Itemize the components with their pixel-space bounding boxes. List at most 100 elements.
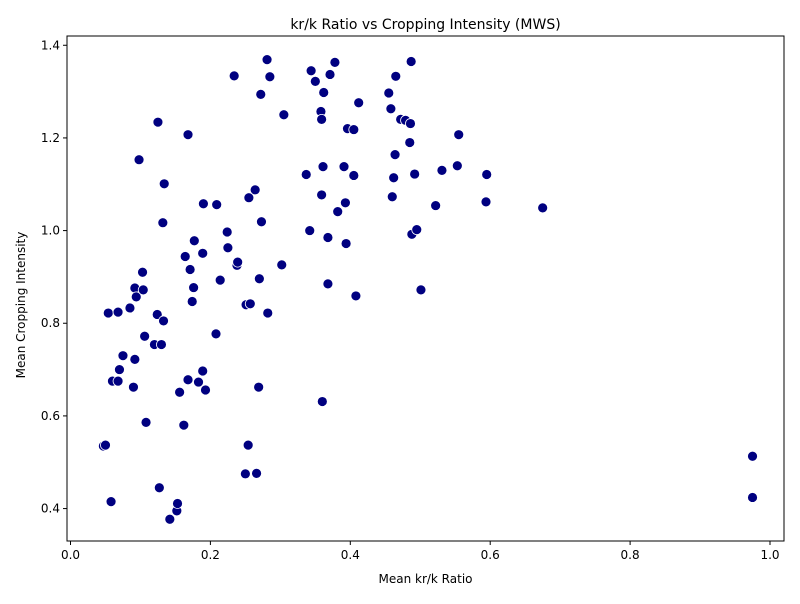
- data-point: [117, 350, 129, 362]
- data-point: [197, 247, 209, 259]
- data-point: [137, 266, 148, 278]
- data-point: [253, 273, 265, 285]
- data-point: [262, 307, 274, 319]
- data-point: [348, 170, 360, 181]
- data-point: [348, 124, 360, 135]
- x-tick-label: 0.0: [61, 548, 80, 562]
- data-point: [178, 419, 190, 431]
- y-tick-label: 0.4: [41, 502, 60, 516]
- data-point: [389, 149, 401, 161]
- y-axis-ticks: 0.4 0.6 0.8 1.0 1.2 1.4: [41, 38, 67, 516]
- data-point: [112, 306, 124, 318]
- data-point: [256, 216, 267, 228]
- data-point: [322, 232, 334, 243]
- data-point: [350, 290, 362, 302]
- data-point: [453, 129, 465, 141]
- data-point: [318, 87, 330, 98]
- data-point: [188, 235, 200, 247]
- data-point: [322, 278, 334, 290]
- x-tick-label: 0.4: [341, 548, 360, 562]
- data-point: [130, 291, 142, 303]
- data-point: [228, 70, 240, 82]
- data-point: [251, 467, 262, 479]
- data-point: [386, 191, 398, 203]
- x-axis-label: Mean kr/k Ratio: [378, 572, 472, 586]
- data-point: [304, 225, 316, 236]
- data-point: [329, 57, 341, 68]
- data-point: [188, 282, 200, 293]
- data-point: [172, 498, 183, 509]
- data-point: [340, 238, 352, 249]
- data-point: [151, 309, 163, 320]
- data-point: [102, 307, 114, 319]
- data-point: [317, 161, 329, 173]
- data-point: [316, 396, 328, 407]
- data-point: [411, 224, 423, 236]
- data-point: [232, 256, 244, 268]
- data-point: [451, 160, 463, 172]
- data-point: [182, 129, 194, 141]
- data-point: [537, 202, 549, 214]
- data-point: [436, 164, 448, 176]
- data-point: [480, 196, 492, 208]
- data-point: [338, 161, 350, 173]
- data-point: [105, 496, 117, 508]
- data-point: [340, 197, 351, 209]
- x-axis-ticks: 0.0 0.2 0.4 0.6 0.8 1.0: [61, 541, 780, 562]
- data-point: [243, 192, 255, 204]
- data-point: [332, 206, 344, 217]
- y-tick-label: 1.4: [41, 38, 60, 52]
- x-tick-label: 0.6: [481, 548, 500, 562]
- data-points: [97, 54, 758, 525]
- data-point: [264, 71, 276, 83]
- data-point: [249, 184, 261, 196]
- y-tick-label: 1.2: [41, 131, 60, 145]
- data-point: [137, 284, 149, 296]
- data-point: [305, 65, 317, 77]
- data-point: [405, 118, 416, 129]
- data-point: [222, 242, 234, 254]
- data-point: [158, 315, 169, 327]
- data-point: [747, 492, 758, 503]
- data-point: [193, 376, 204, 388]
- data-point: [316, 189, 328, 201]
- data-point: [179, 251, 191, 262]
- data-point: [100, 439, 111, 451]
- data-point: [211, 199, 223, 211]
- y-tick-label: 0.6: [41, 409, 60, 423]
- y-tick-label: 1.0: [41, 224, 60, 238]
- y-tick-label: 0.8: [41, 316, 60, 330]
- chart-title: kr/k Ratio vs Cropping Intensity (MWS): [290, 17, 560, 33]
- data-point: [153, 482, 165, 494]
- data-point: [174, 386, 186, 398]
- y-axis-label: Mean Cropping Intensity: [14, 232, 28, 379]
- data-point: [114, 364, 125, 375]
- data-point: [200, 384, 211, 396]
- data-point: [481, 169, 493, 180]
- data-point: [244, 298, 256, 310]
- data-point: [184, 264, 196, 275]
- data-point: [157, 217, 169, 229]
- data-point: [388, 172, 400, 184]
- data-point: [385, 103, 397, 115]
- data-point: [276, 259, 288, 271]
- data-point: [253, 381, 265, 393]
- data-point: [186, 296, 198, 307]
- data-point: [133, 154, 145, 166]
- data-point: [198, 198, 209, 210]
- data-point: [324, 69, 336, 80]
- data-point: [261, 54, 273, 66]
- data-point: [405, 56, 417, 67]
- data-point: [430, 200, 442, 211]
- data-point: [156, 339, 167, 350]
- data-point: [210, 328, 222, 340]
- data-point: [309, 76, 321, 87]
- data-point: [255, 88, 267, 100]
- x-tick-label: 1.0: [760, 548, 779, 562]
- data-point: [182, 374, 194, 386]
- data-point: [239, 468, 251, 480]
- data-point: [197, 365, 209, 377]
- x-tick-label: 0.8: [621, 548, 640, 562]
